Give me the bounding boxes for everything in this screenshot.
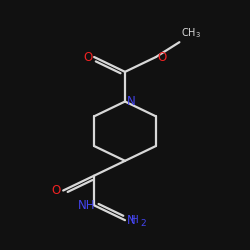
Text: $\mathregular{CH_3}$: $\mathregular{CH_3}$ — [180, 26, 201, 40]
Text: O: O — [158, 50, 167, 64]
Text: NH: NH — [78, 199, 96, 212]
Text: O: O — [83, 50, 92, 64]
Text: N: N — [127, 214, 136, 227]
Text: N: N — [127, 95, 136, 108]
Text: H: H — [131, 215, 139, 225]
Text: O: O — [51, 184, 60, 197]
Text: 2: 2 — [141, 220, 146, 228]
